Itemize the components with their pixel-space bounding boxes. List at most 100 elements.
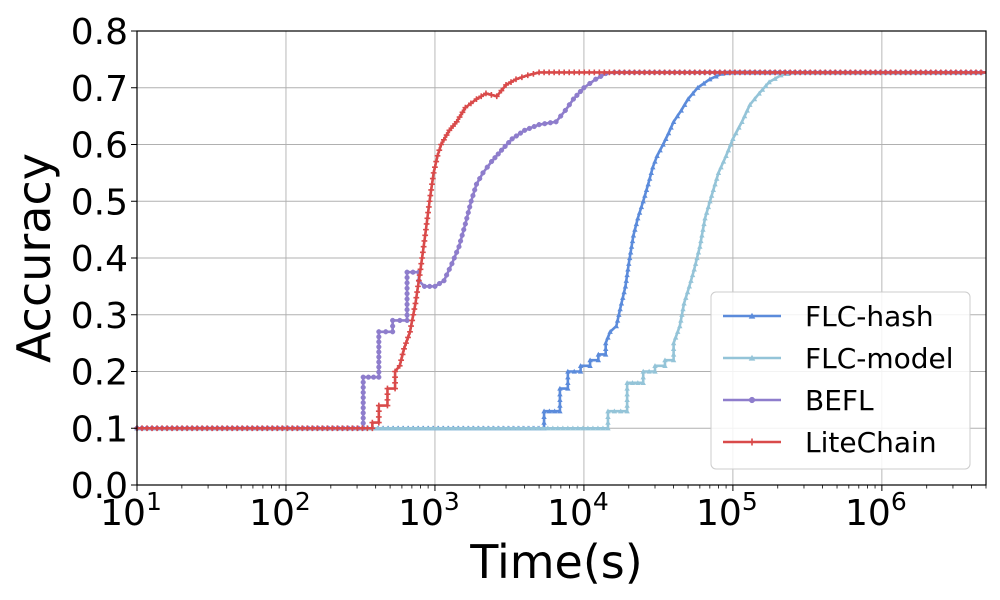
data-point bbox=[426, 198, 433, 205]
data-point bbox=[392, 374, 398, 381]
data-point bbox=[249, 425, 256, 432]
data-point bbox=[376, 359, 382, 365]
series-line bbox=[137, 71, 986, 430]
data-point bbox=[254, 425, 261, 432]
data-point bbox=[587, 80, 593, 87]
data-point bbox=[897, 69, 904, 76]
data-point bbox=[638, 204, 645, 210]
data-point bbox=[947, 69, 954, 76]
data-point bbox=[576, 69, 583, 76]
data-point bbox=[792, 69, 799, 76]
data-point bbox=[436, 280, 443, 287]
data-point bbox=[699, 232, 705, 238]
data-point bbox=[635, 215, 641, 221]
data-point bbox=[495, 151, 501, 157]
data-point bbox=[756, 90, 762, 96]
data-point bbox=[720, 158, 727, 164]
data-point bbox=[696, 69, 703, 76]
data-point bbox=[360, 389, 366, 396]
data-point bbox=[464, 215, 470, 221]
data-point bbox=[643, 187, 650, 193]
data-point bbox=[536, 122, 542, 128]
data-point bbox=[566, 102, 572, 108]
data-point bbox=[412, 300, 419, 307]
data-point bbox=[446, 127, 453, 134]
data-point bbox=[376, 369, 382, 375]
data-point bbox=[611, 408, 618, 414]
data-point bbox=[493, 93, 500, 100]
data-point bbox=[630, 232, 637, 238]
data-point bbox=[384, 396, 391, 403]
data-point bbox=[416, 272, 423, 278]
data-point bbox=[683, 295, 689, 300]
data-point bbox=[701, 221, 707, 227]
legend-item-litechain: LiteChain bbox=[723, 426, 937, 459]
data-point bbox=[401, 345, 407, 352]
data-point bbox=[580, 425, 586, 431]
data-point bbox=[359, 425, 366, 432]
data-point bbox=[718, 164, 724, 170]
data-point bbox=[423, 221, 430, 227]
data-point bbox=[473, 96, 480, 102]
data-point bbox=[405, 334, 411, 341]
data-point bbox=[500, 425, 506, 431]
data-point bbox=[369, 419, 376, 426]
data-point bbox=[752, 69, 758, 76]
data-point bbox=[698, 238, 704, 244]
data-point bbox=[375, 419, 382, 426]
data-point bbox=[877, 69, 884, 76]
data-point bbox=[484, 164, 490, 170]
data-point bbox=[605, 419, 611, 425]
data-point bbox=[678, 107, 684, 113]
data-point bbox=[646, 368, 652, 374]
data-point bbox=[489, 158, 495, 165]
data-point bbox=[711, 69, 718, 76]
data-point bbox=[640, 198, 646, 204]
data-point bbox=[415, 283, 421, 290]
data-point bbox=[617, 306, 623, 312]
data-point bbox=[666, 69, 673, 76]
data-point bbox=[374, 425, 381, 431]
data-point bbox=[464, 425, 471, 431]
data-point bbox=[942, 69, 949, 76]
data-point bbox=[827, 69, 834, 76]
data-point bbox=[403, 340, 409, 347]
data-point bbox=[662, 363, 668, 368]
data-point bbox=[642, 192, 648, 198]
data-point bbox=[436, 147, 443, 154]
y-tick-label: 0.5 bbox=[71, 182, 128, 223]
data-point bbox=[635, 380, 641, 386]
data-point bbox=[553, 119, 559, 125]
data-point bbox=[443, 132, 450, 138]
data-point bbox=[432, 164, 438, 171]
data-point bbox=[640, 374, 646, 380]
data-point bbox=[701, 69, 708, 76]
data-point bbox=[973, 69, 979, 76]
data-point bbox=[680, 306, 686, 312]
data-point bbox=[421, 238, 428, 244]
data-point bbox=[670, 346, 677, 351]
data-point bbox=[716, 69, 723, 76]
data-point bbox=[732, 69, 738, 76]
data-point bbox=[772, 69, 778, 76]
data-point bbox=[625, 266, 631, 272]
data-point bbox=[748, 354, 756, 361]
data-point bbox=[641, 69, 648, 76]
data-point bbox=[154, 425, 160, 432]
data-point bbox=[782, 69, 789, 76]
data-point bbox=[570, 425, 576, 431]
legend-item-flc-hash: FLC-hash bbox=[723, 300, 934, 333]
data-point bbox=[520, 425, 526, 431]
data-point bbox=[663, 136, 669, 141]
data-point bbox=[410, 269, 416, 275]
data-point bbox=[679, 312, 685, 317]
data-point bbox=[446, 266, 452, 272]
data-point bbox=[565, 380, 571, 386]
data-point bbox=[627, 249, 634, 255]
data-point bbox=[376, 354, 382, 360]
x-axis: 101 102 103 104 105 106 bbox=[100, 485, 907, 534]
data-point bbox=[459, 109, 466, 116]
data-point bbox=[289, 425, 296, 432]
data-point bbox=[747, 69, 753, 76]
data-point bbox=[449, 425, 456, 431]
